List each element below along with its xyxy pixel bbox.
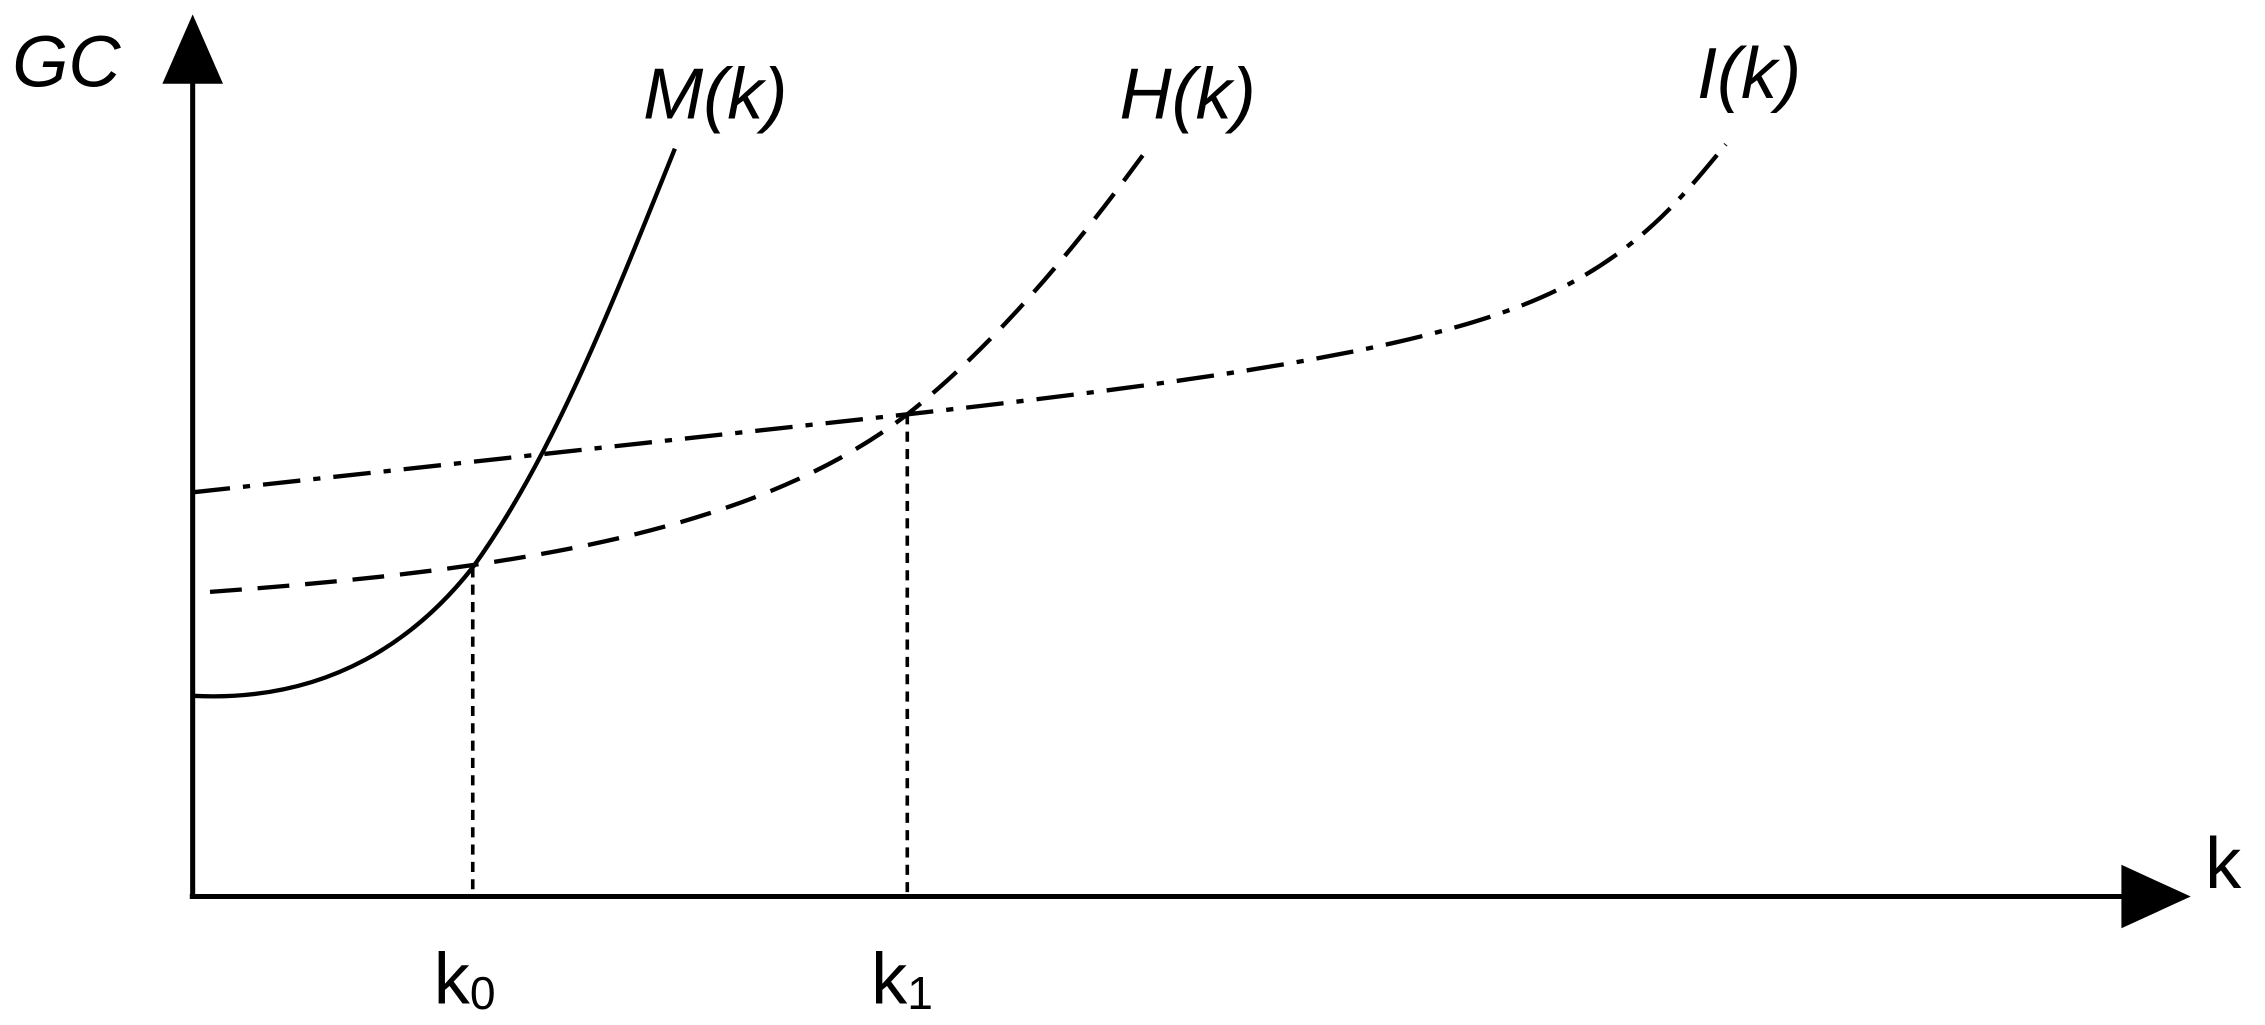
point-base: k bbox=[871, 939, 908, 1019]
x-axis-label: k bbox=[2205, 824, 2242, 904]
point-sub: 0 bbox=[470, 967, 496, 1019]
curve-label: I(k) bbox=[1697, 34, 1801, 114]
h-curve bbox=[209, 150, 1148, 595]
x-arrow bbox=[2121, 864, 2191, 929]
curve-label: H(k) bbox=[1120, 54, 1256, 134]
point-base: k bbox=[434, 939, 471, 1019]
point-sub: 1 bbox=[907, 967, 933, 1019]
y-arrow bbox=[162, 14, 223, 84]
point-label: k1 bbox=[871, 939, 933, 1019]
m-curve bbox=[192, 147, 677, 699]
y-axis-label: GC bbox=[12, 23, 121, 103]
i-curve bbox=[192, 142, 1728, 495]
point-label: k0 bbox=[434, 939, 496, 1019]
curve-label: M(k) bbox=[643, 54, 787, 134]
